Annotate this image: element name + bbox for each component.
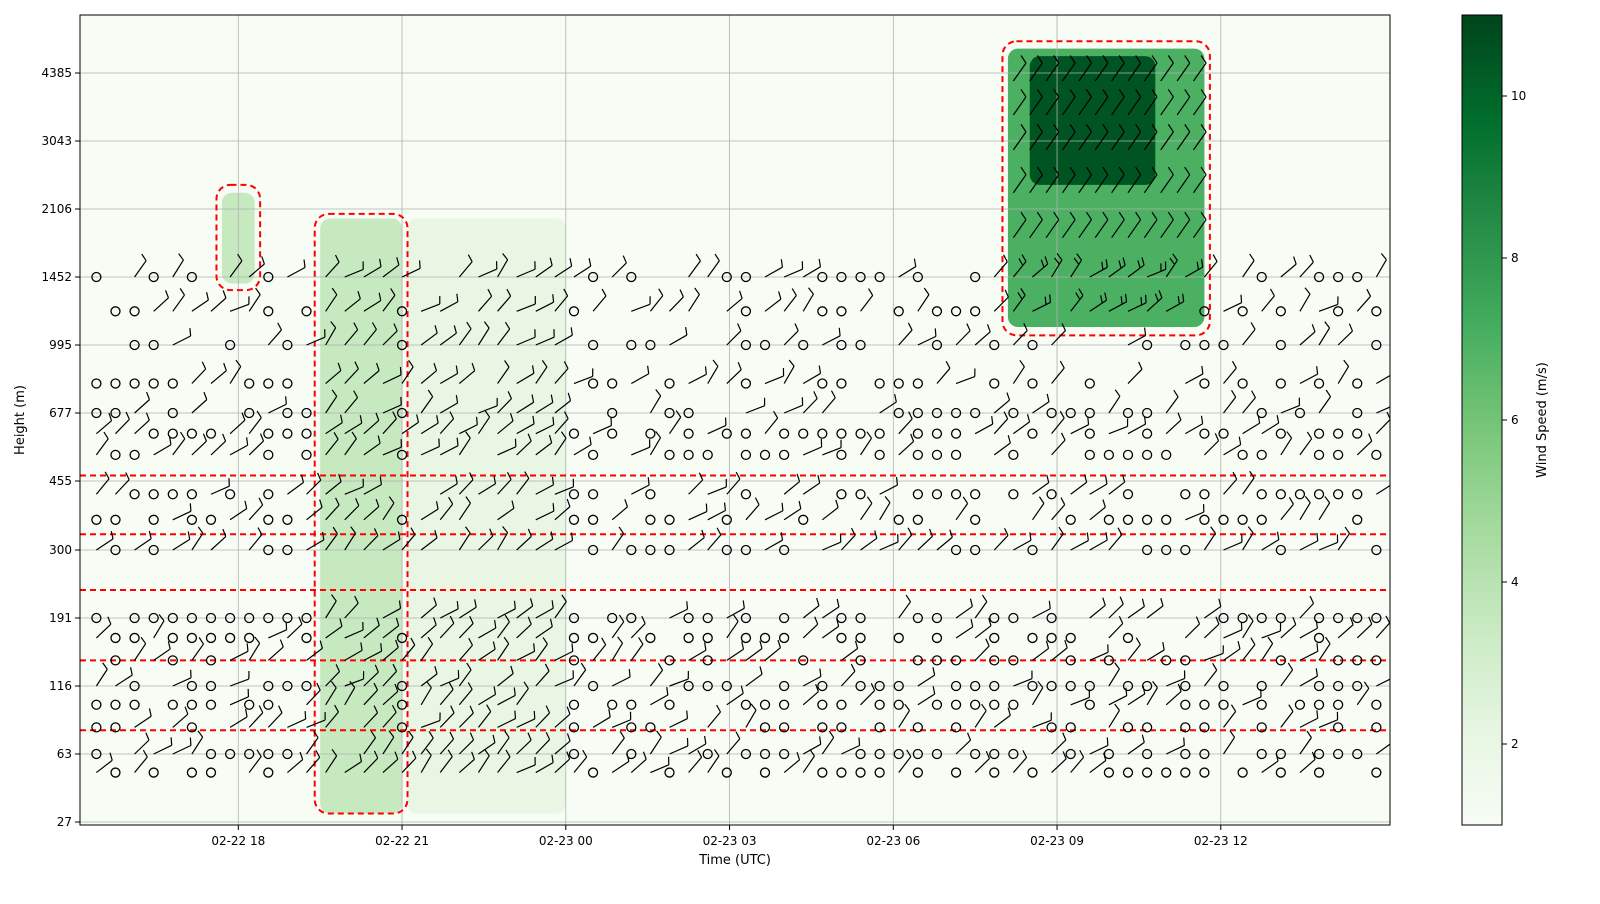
wind-barb-flag — [553, 417, 554, 425]
y-tick-label: 116 — [49, 679, 72, 693]
wind-speed-region — [320, 218, 402, 813]
wind-speed-region — [1030, 56, 1156, 185]
wind-barb-flag — [457, 601, 458, 609]
wind-barb-flag — [457, 438, 458, 446]
wind-barb-flag — [286, 396, 287, 404]
x-tick-label: 02-23 09 — [1030, 834, 1084, 848]
wind-barb-flag — [534, 643, 535, 651]
wind-barb-flag — [1184, 737, 1185, 745]
wind-barb-flag — [648, 477, 649, 485]
wind-barb-flag — [190, 738, 191, 746]
wind-barb-flag — [1317, 643, 1318, 651]
wind-barb-flag — [1317, 533, 1318, 541]
y-tick-label: 3043 — [41, 134, 72, 148]
wind-barb-flag — [572, 643, 573, 651]
wind-barb-flag — [1050, 294, 1051, 302]
wind-barb-flag — [629, 669, 630, 677]
y-axis-label: Height (m) — [13, 385, 28, 455]
wind-barb-flag — [687, 601, 688, 609]
y-tick-label: 4385 — [41, 66, 72, 80]
x-tick-label: 02-22 18 — [211, 834, 265, 848]
wind-barb-flag — [1107, 737, 1108, 745]
colorbar-tick-label: 10 — [1511, 89, 1526, 103]
wind-barb-flag — [1392, 476, 1394, 484]
colorbar — [1462, 15, 1502, 825]
wind-barb-flag — [1391, 735, 1393, 743]
wind-barb-flag — [171, 737, 172, 745]
colorbar-tick-label: 4 — [1511, 575, 1519, 589]
y-tick-label: 455 — [49, 474, 72, 488]
wind-barb-flag — [839, 328, 840, 336]
wind-barb-flag — [687, 711, 688, 719]
y-axis: 27 63 116 191 300 455 677 995 1452 2106 3043 4385 — [41, 66, 80, 829]
wind-barb-flag — [1045, 297, 1046, 305]
wind-barb-flag — [534, 711, 535, 719]
wind-barb-flag — [897, 477, 898, 485]
wind-barb-flag — [935, 328, 936, 336]
wind-barb-flag — [420, 260, 421, 268]
y-tick-label: 995 — [49, 338, 72, 352]
wind-barb-flag — [1146, 295, 1147, 303]
wind-barb-flag — [859, 738, 860, 746]
colorbar-tick-label: 8 — [1511, 251, 1519, 265]
wind-barb-flag — [553, 503, 554, 511]
colorbar-tick-label: 6 — [1511, 413, 1519, 427]
y-tick-label: 63 — [57, 747, 72, 761]
wind-barb-flag — [1394, 669, 1395, 677]
y-tick-label: 677 — [49, 406, 72, 420]
y-tick-label: 300 — [49, 543, 72, 557]
wind-barb-flag — [553, 294, 554, 302]
wind-barb-flag — [1241, 295, 1242, 303]
wind-barb-flag — [1126, 688, 1127, 696]
wind-barb-flag — [247, 643, 248, 651]
wind-barb-flag — [400, 367, 401, 375]
y-tick-label: 1452 — [41, 270, 72, 284]
x-tick-label: 02-23 12 — [1194, 834, 1248, 848]
wind-barb-flag — [1392, 366, 1393, 374]
colorbar-axis: 2 4 6 8 10 — [1502, 89, 1526, 751]
wind-barb-flag — [1317, 710, 1318, 718]
wind-barb-flag — [514, 601, 515, 609]
x-tick-label: 02-23 06 — [866, 834, 920, 848]
wind-barb-flag — [477, 417, 478, 425]
colorbar-tick-label: 2 — [1511, 737, 1519, 751]
wind-barb-flag — [1141, 297, 1142, 305]
wind-barb-flag — [515, 711, 516, 719]
wind-barb-flag — [190, 503, 191, 511]
x-tick-label: 02-23 03 — [703, 834, 757, 848]
x-axis: 02-22 18 02-22 21 02-23 00 02-23 03 02-23 06… — [211, 825, 1247, 848]
colorbar-label: Wind Speed (m/s) — [1535, 362, 1550, 478]
y-tick-label: 191 — [49, 611, 72, 625]
wind-barb-flag — [190, 328, 191, 336]
x-tick-label: 02-23 00 — [539, 834, 593, 848]
y-tick-label: 27 — [57, 815, 72, 829]
x-axis-label: Time (UTC) — [698, 853, 771, 868]
wind-barb-flag — [381, 643, 382, 651]
x-tick-label: 02-22 21 — [375, 834, 429, 848]
wind-barb-flag — [782, 503, 783, 511]
y-tick-label: 2106 — [41, 202, 72, 216]
